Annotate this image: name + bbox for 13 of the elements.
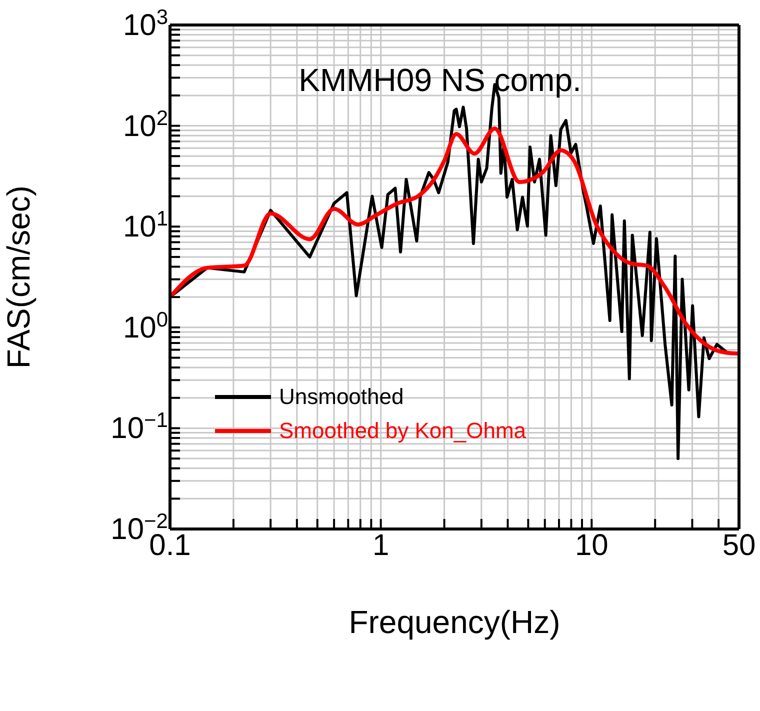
legend-label: Smoothed by Kon_Ohma [279,418,526,444]
y-tick-label: 10$^{0}$ [122,308,168,344]
y-axis-title: FAS(cm/sec) [0,185,36,369]
text: KMMH09 NS comp. [298,62,582,99]
x-tick-label: 10 [574,529,608,562]
legend-label: Unsmoothed [279,384,404,410]
x-tick-label: 50 [722,529,756,562]
x-axis-title: Frequency(Hz) [348,604,560,640]
y-tick-label: 10$^{−1}$ [110,408,168,446]
y-tick-label: 10$^{3}$ [122,6,168,42]
x-tick-label: 1 [372,529,390,562]
y-tick-label: 10$^{1}$ [122,207,168,244]
y-tick-label: 10$^{2}$ [122,106,168,143]
